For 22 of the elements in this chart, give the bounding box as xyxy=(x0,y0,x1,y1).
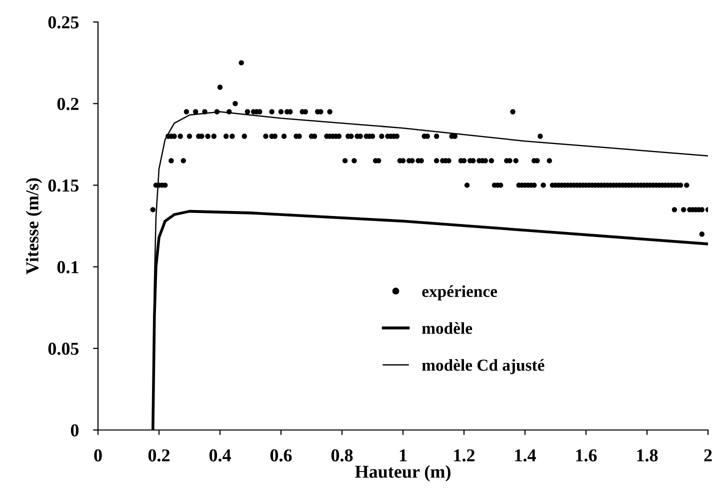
x-tick-label: 0.8 xyxy=(331,449,353,462)
y-tick-label: 0.1 xyxy=(57,261,78,274)
x-tick-label: 1.2 xyxy=(454,449,475,462)
x-tick-label: 0.6 xyxy=(270,449,292,462)
y-tick-label: 0.05 xyxy=(48,342,79,355)
x-tick-label: 0.2 xyxy=(148,449,170,462)
y-tick-label: 0.15 xyxy=(48,179,79,192)
y-axis-title: Vitesse (m/s) xyxy=(26,178,42,274)
x-tick-label: 1 xyxy=(400,449,407,462)
y-tick-label: 0 xyxy=(70,424,79,436)
legend-label: expérience xyxy=(422,285,498,300)
x-axis-title: Hauteur (m) xyxy=(355,465,450,482)
x-tick-label: 2 xyxy=(704,449,712,462)
x-tick-label: 0 xyxy=(94,449,102,462)
x-tick-label: 1.4 xyxy=(515,449,536,462)
x-tick-label: 0.4 xyxy=(209,449,231,462)
legend-label: modèle xyxy=(422,322,472,334)
y-tick-label: 0.25 xyxy=(48,16,79,29)
legend-label: modèle Cd ajusté xyxy=(422,359,544,374)
y-tick-label: 0.2 xyxy=(57,98,78,110)
x-tick-label: 1.6 xyxy=(576,449,597,462)
x-tick-label: 1.8 xyxy=(637,449,658,462)
